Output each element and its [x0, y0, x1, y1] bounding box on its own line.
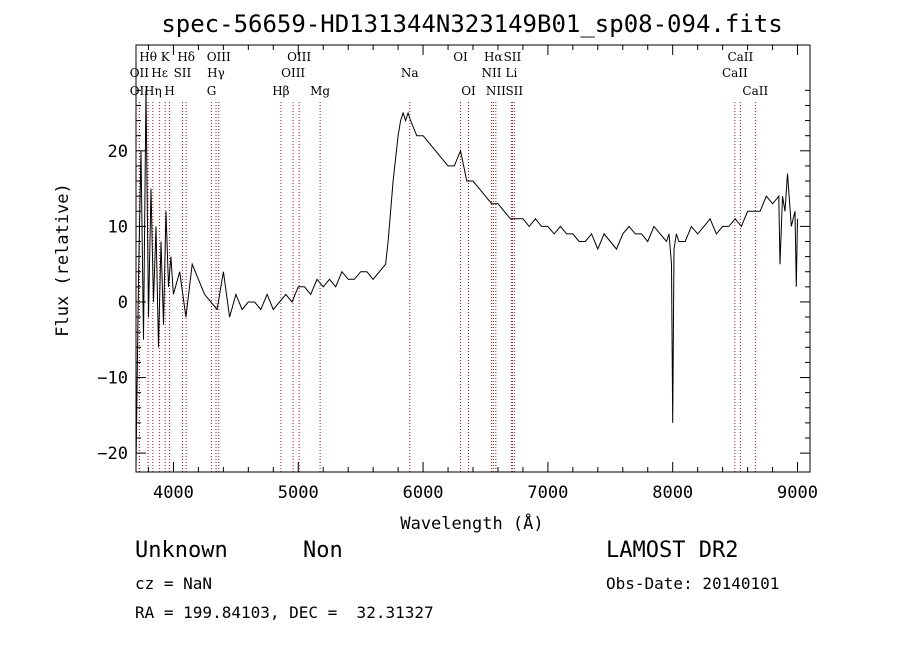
spectral-line-label: Hε [151, 66, 168, 80]
spectral-line-label: Hγ [207, 66, 225, 80]
spectral-line-label: OII [130, 66, 150, 80]
spectral-line-label: SII [505, 84, 523, 98]
y-tick-label: 10 [108, 217, 128, 237]
spectral-line-label: OII [130, 84, 150, 98]
survey-name: LAMOST DR2 [606, 538, 739, 563]
spectral-line-label: Hα [484, 50, 503, 64]
y-tick-label: 20 [108, 142, 128, 162]
object-subclass: Non [303, 538, 343, 563]
spectral-line-label: OIII [287, 50, 311, 64]
spectral-line-label: OI [461, 84, 476, 98]
coordinates: RA = 199.84103, DEC = 32.31327 [135, 603, 434, 622]
chart-title: spec-56659-HD131344N323149B01_sp08-094.f… [161, 10, 782, 38]
spectral-line-label: Hη [144, 84, 162, 98]
x-tick-label: 6000 [403, 483, 444, 503]
spectral-line-label: OI [453, 50, 468, 64]
redshift-cz: cz = NaN [135, 574, 213, 593]
y-tick-label: −10 [97, 369, 128, 389]
observation-date: Obs-Date: 20140101 [606, 574, 780, 593]
spectral-line-label: Li [506, 66, 518, 80]
spectral-line-label: Mg [310, 84, 330, 98]
x-tick-label: 7000 [527, 483, 568, 503]
spectral-line-label: Hθ [139, 50, 157, 64]
spectral-line-label: Na [401, 66, 419, 80]
spectral-line-label: CaII [727, 50, 753, 64]
x-tick-label: 9000 [777, 483, 818, 503]
y-tick-label: −20 [97, 444, 128, 464]
x-tick-label: 5000 [278, 483, 319, 503]
spectral-line-label: H [164, 84, 174, 98]
spectral-line-label: NII [486, 84, 506, 98]
spectral-line-label: CaII [722, 66, 748, 80]
y-axis-label: Flux (relative) [53, 183, 73, 337]
spectral-line-label: NII [481, 66, 501, 80]
spectral-line-label: CaII [742, 84, 768, 98]
y-tick-label: 0 [118, 293, 128, 313]
spectral-line-label: G [207, 84, 217, 98]
spectral-line-label: OIII [207, 50, 231, 64]
x-tick-label: 4000 [153, 483, 194, 503]
y-axis: −20 −10 0 10 20 [97, 89, 810, 464]
spectral-line-label: SII [504, 50, 522, 64]
x-tick-label: 8000 [652, 483, 693, 503]
object-class: Unknown [135, 538, 228, 563]
x-axis-label: Wavelength (Å) [400, 512, 543, 534]
x-axis: 4000 5000 6000 7000 8000 9000 [147, 45, 818, 503]
spectral-line-label: Hδ [177, 50, 195, 64]
spectrum-series [135, 90, 798, 469]
plot-frame [135, 44, 811, 473]
spectrum-line [135, 90, 798, 469]
spectral-line-label: OIII [281, 66, 305, 80]
spectral-line-label: Hβ [272, 84, 289, 98]
spectral-line-label: K [161, 50, 171, 64]
spectral-line-label: SII [174, 66, 192, 80]
